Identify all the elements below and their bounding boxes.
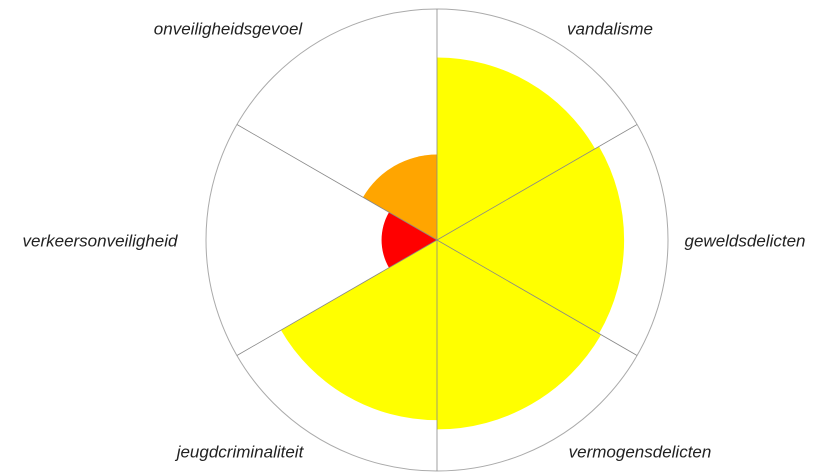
sector bbox=[437, 146, 625, 334]
category-label: vermogensdelicten bbox=[569, 442, 712, 461]
spoke bbox=[436, 124, 638, 241]
sector bbox=[381, 212, 437, 268]
category-label: vandalisme bbox=[567, 19, 653, 38]
category-label: jeugdcriminaliteit bbox=[175, 442, 305, 461]
category-label: onveiligheidsgevoel bbox=[154, 19, 304, 38]
sector bbox=[437, 57, 596, 241]
category-label: geweldsdelicten bbox=[685, 231, 806, 250]
spoke bbox=[236, 124, 438, 241]
sector bbox=[362, 154, 437, 240]
category-label: verkeersonveiligheid bbox=[23, 231, 179, 250]
spoke bbox=[236, 239, 438, 356]
spoke bbox=[436, 239, 638, 356]
sector bbox=[437, 240, 602, 430]
sector bbox=[280, 240, 437, 421]
